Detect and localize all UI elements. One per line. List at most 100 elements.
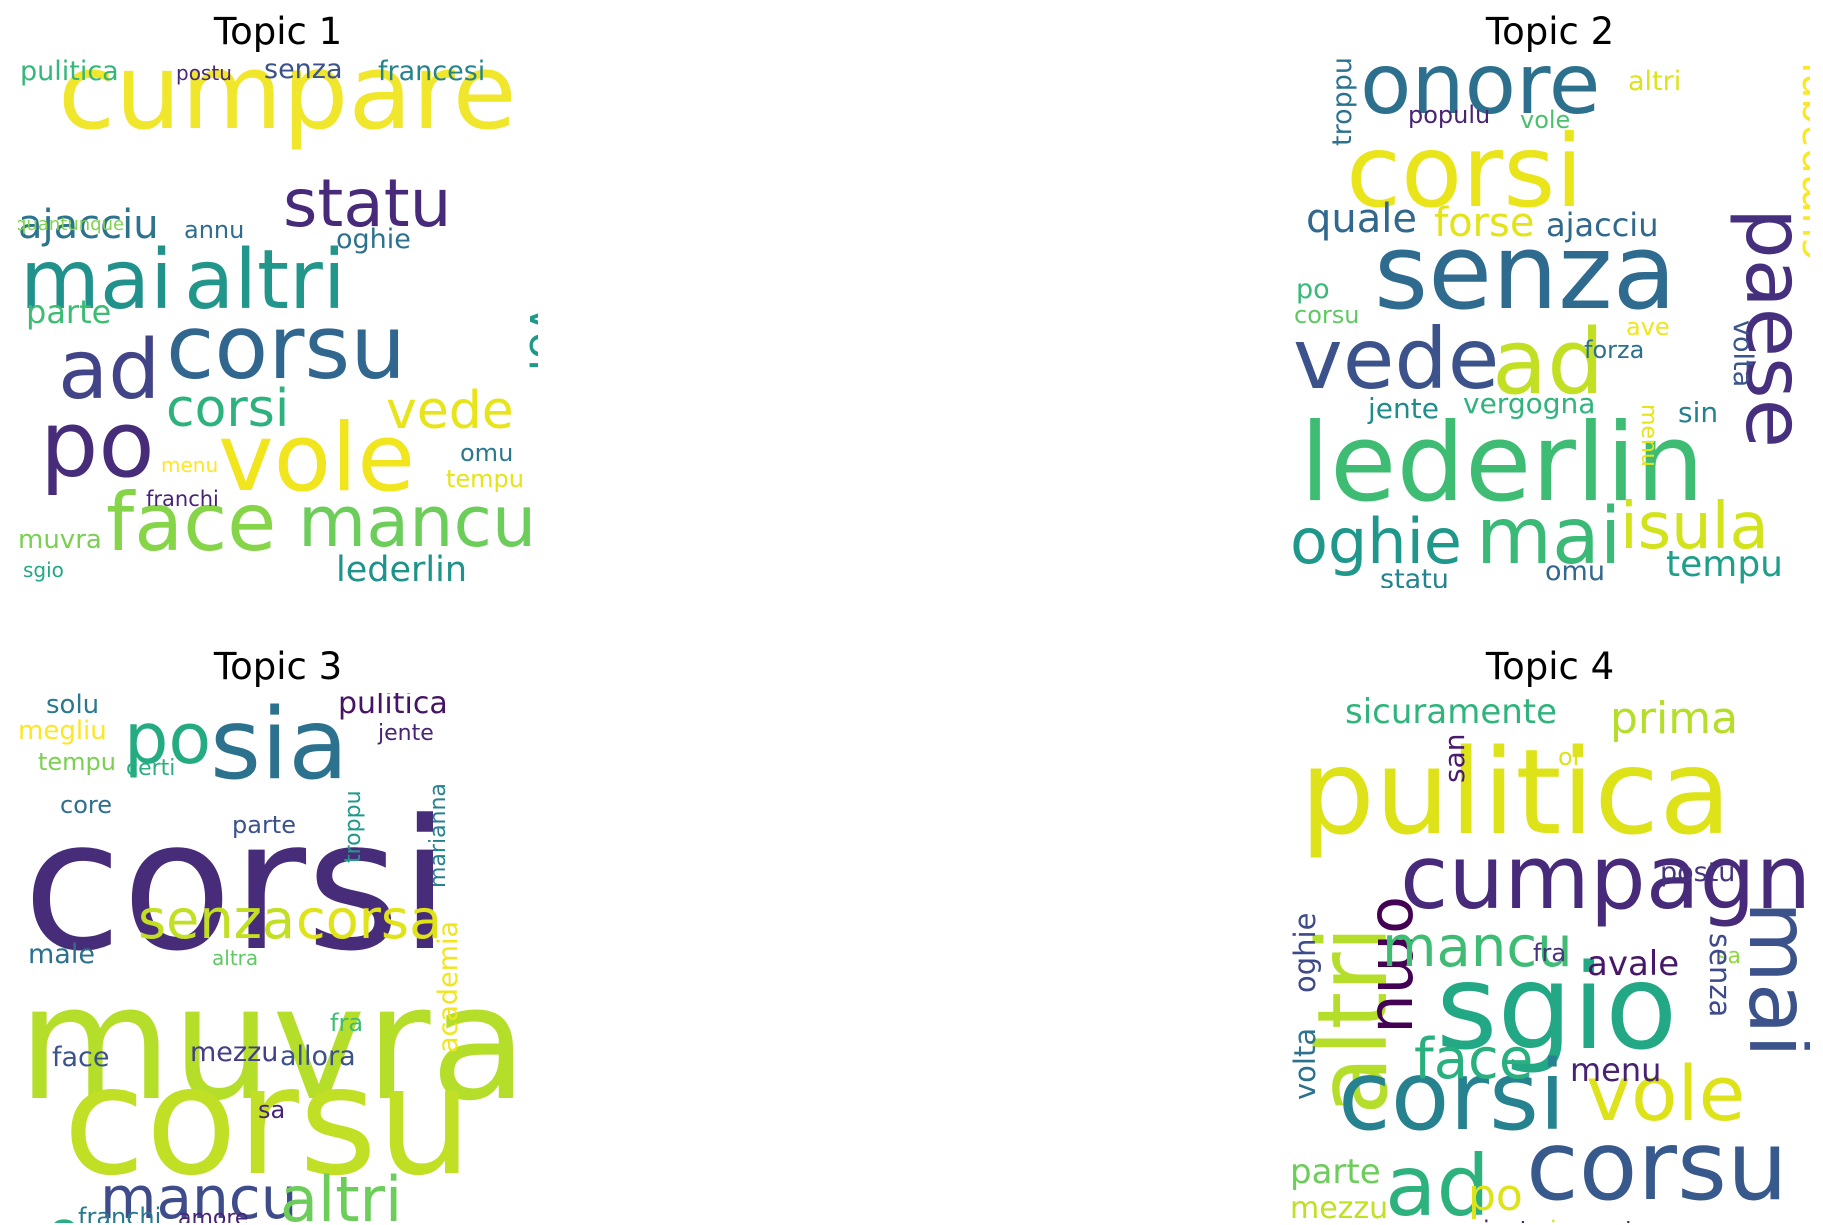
word-parte: parte <box>26 293 111 331</box>
word-omu: omu <box>1363 896 1436 1034</box>
word-corsi: corsi <box>166 379 289 439</box>
word-megliu: megliu <box>18 716 107 746</box>
word-sgio: sgio <box>1436 938 1677 1076</box>
word-senza: senza <box>1703 933 1737 1017</box>
word-onore: onore <box>1360 58 1600 133</box>
word-po: po <box>1296 274 1330 305</box>
word-pulitica: pulitica <box>1300 723 1732 861</box>
word-postu: postu <box>1660 857 1735 888</box>
word-menu: menu <box>161 453 218 477</box>
word-solu: solu <box>46 693 99 720</box>
panel-title: Topic 3 <box>213 645 343 688</box>
word-vole: vole <box>218 404 415 513</box>
word-corsu: corsu <box>1526 1110 1788 1222</box>
word-franchi: franchi <box>78 1203 161 1223</box>
word-oghie: oghie <box>1290 913 1322 993</box>
word-parte: parte <box>1290 1152 1381 1192</box>
word-corsi: corsi <box>23 782 450 991</box>
word-isula: isula <box>1620 490 1769 564</box>
word-prima: prima <box>1610 693 1738 744</box>
word-sa: sa <box>1716 944 1741 969</box>
word-corsa: corsa <box>296 888 442 951</box>
word-lederlin: lederlin <box>336 550 467 588</box>
word-cumpagnu: cumpagnu <box>1789 58 1810 260</box>
word-or: or <box>1558 743 1583 771</box>
word-male: male <box>28 939 95 970</box>
word-pulitica: pulitica <box>20 58 119 87</box>
word-jornu: jornu <box>1549 1216 1611 1223</box>
word-altri: altri <box>1628 66 1681 97</box>
word-muvra: muvra <box>18 525 102 555</box>
word-face: face <box>106 476 276 569</box>
word-quantunque: quantunque <box>18 214 124 235</box>
word-corsi: corsi <box>1346 113 1583 230</box>
word-corsu: corsu <box>63 1035 472 1209</box>
word-statu: statu <box>283 165 451 242</box>
word-altra: altra <box>212 946 258 970</box>
word-vergogna: vergogna <box>1463 387 1595 420</box>
word-troppu: troppu <box>341 790 366 863</box>
word-oghie: oghie <box>1290 505 1462 578</box>
word-senza: senza <box>138 888 295 951</box>
word-ad: ad <box>1385 1137 1490 1223</box>
word-sia: sia <box>210 693 348 802</box>
panel-title: Topic 4 <box>1485 645 1615 688</box>
word-ajacciu: ajacciu <box>1546 206 1658 244</box>
word-menu: menu <box>1570 1051 1661 1089</box>
word-ad: ad <box>58 323 160 418</box>
wordcloud: corsi muvra corsu sia po senza corsa man… <box>18 693 527 1223</box>
word-vole: vole <box>1586 1049 1745 1138</box>
word-vede: vede <box>386 381 514 441</box>
panel-title: Topic 2 <box>1485 10 1615 53</box>
word-sin: sin <box>1678 396 1718 429</box>
word-lederlin: lederlin <box>1300 401 1704 526</box>
word-mai: mai <box>1730 901 1810 1058</box>
word-altri: altri <box>1297 926 1409 1115</box>
wordcloud: pulitica cumpagnu sgio altri mai corsi v… <box>1290 693 1810 1223</box>
word-certi: certi <box>126 756 175 781</box>
word-franchi: franchi <box>146 487 219 511</box>
word-quale: quale <box>1306 196 1417 242</box>
word-cumpagnu: cumpagnu <box>1400 826 1810 929</box>
word-omu: omu <box>41 1217 92 1223</box>
word-troppu: troppu <box>1327 58 1358 146</box>
word-jente: jente <box>1367 392 1439 425</box>
word-san: san <box>1438 734 1471 784</box>
word-parte: parte <box>232 811 296 839</box>
word-volta: volta <box>1290 1028 1322 1100</box>
word-forse: forse <box>1434 200 1534 246</box>
word-voi: voi <box>519 306 538 371</box>
word-sicuramente: sicuramente <box>1345 693 1557 732</box>
word-omu: omu <box>460 439 513 467</box>
word-jente: jente <box>1482 1216 1544 1223</box>
word-academia: academia <box>433 921 464 1053</box>
word-populu: populu <box>1408 101 1490 129</box>
word-muvra: muvra <box>18 952 527 1136</box>
word-senza: senza <box>1374 211 1676 333</box>
word-oghie: oghie <box>336 224 411 255</box>
word-jente: jente <box>18 379 19 441</box>
word-marianna: marianna <box>426 783 451 888</box>
word-cumpare: cumpare <box>58 58 517 153</box>
word-vole: vole <box>1520 106 1570 134</box>
panel-title: Topic 1 <box>213 10 343 53</box>
wordcloud-panel-topic-2: Topic 2 onore corsi senza paese vede ad … <box>1290 10 1810 590</box>
word-paese: paese <box>1728 208 1810 448</box>
word-altri: altri <box>280 1163 402 1223</box>
word-mancu: mancu <box>1382 915 1573 980</box>
word-menu: menu <box>1636 404 1661 467</box>
word-forza: forza <box>1584 336 1644 364</box>
word-francesi: francesi <box>378 58 485 87</box>
word-fra: fra <box>1533 939 1566 967</box>
word-po: po <box>1468 1170 1523 1221</box>
word-senza: senza <box>264 58 343 85</box>
word-mai: mai <box>20 233 173 328</box>
word-corsu: corsu <box>1294 301 1359 329</box>
word-mezzu: mezzu <box>1290 1191 1388 1223</box>
word-volta: volta <box>1727 320 1758 387</box>
word-amore: amore <box>178 1206 248 1223</box>
word-tempu: tempu <box>446 465 524 493</box>
word-po: po <box>124 698 211 780</box>
word-statu: statu <box>1380 564 1449 588</box>
wordcloud-panel-topic-4: Topic 4 pulitica cumpagnu sgio altri mai… <box>1290 645 1810 1225</box>
